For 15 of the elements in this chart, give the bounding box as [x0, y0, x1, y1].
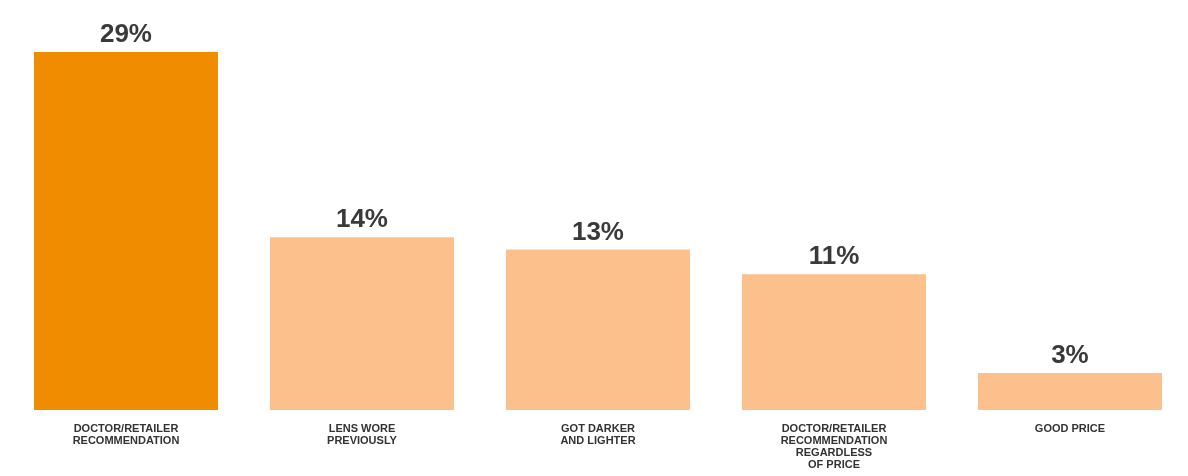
data-label: 3%	[1051, 338, 1089, 369]
data-label: 11%	[808, 240, 860, 271]
x-tick-label: DOCTOR/RETAILER RECOMMENDATION	[72, 422, 180, 446]
data-label: 29%	[99, 18, 152, 48]
data-label: 13%	[571, 215, 624, 246]
bar	[269, 237, 454, 410]
bar	[741, 274, 926, 410]
x-tick-label: LENS WORE PREVIOUSLY	[327, 422, 398, 446]
data-label: 14%	[335, 203, 388, 234]
bar	[33, 52, 218, 410]
bar	[505, 249, 690, 410]
bar	[977, 372, 1162, 410]
x-tick-label: GOOD PRICE	[1034, 422, 1106, 434]
x-tick-label: GOT DARKER AND LIGHTER	[560, 422, 636, 446]
x-tick-label: DOCTOR/RETAILER RECOMMENDATION REGARDLESS OF PRICE	[780, 422, 888, 470]
